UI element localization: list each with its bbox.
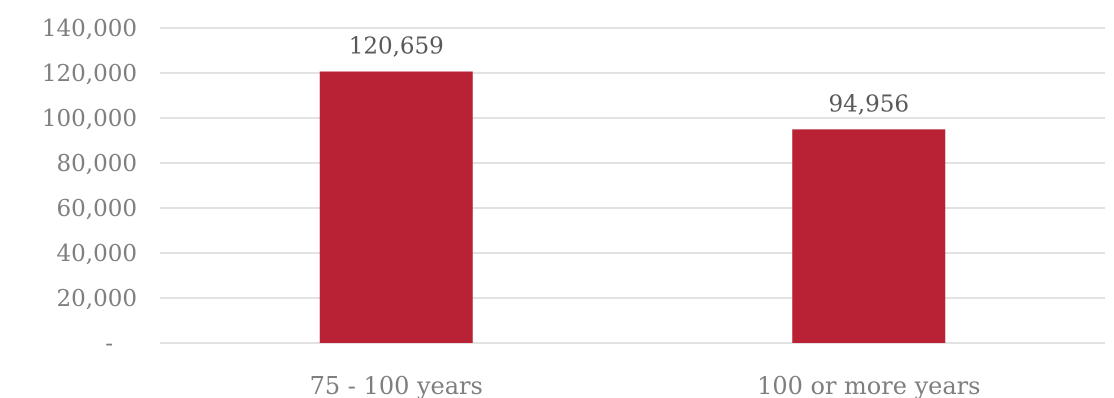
x-category-label: 100 or more years — [757, 372, 980, 398]
bar — [792, 129, 946, 343]
x-axis-category-labels: 75 - 100 years 100 or more years — [310, 372, 981, 398]
data-label: 94,956 — [829, 91, 909, 117]
gridlines — [160, 27, 1105, 344]
y-tick-label: 40,000 — [57, 241, 137, 267]
y-tick-label: 100,000 — [42, 106, 137, 132]
bar — [319, 71, 473, 344]
bars — [319, 71, 946, 344]
data-label: 120,659 — [349, 34, 444, 60]
y-tick-label: 120,000 — [42, 61, 137, 87]
y-tick-label: 80,000 — [57, 151, 137, 177]
x-category-label: 75 - 100 years — [310, 372, 483, 398]
y-tick-label: 140,000 — [42, 16, 137, 42]
y-axis-tick-labels: - 20,000 40,000 60,000 80,000 100,000 120,000 1… — [42, 16, 137, 357]
y-tick-label: 60,000 — [57, 196, 137, 222]
y-tick-label: 20,000 — [57, 286, 137, 312]
data-labels: 120,659 94,956 — [349, 34, 909, 118]
y-tick-label: - — [105, 331, 113, 357]
